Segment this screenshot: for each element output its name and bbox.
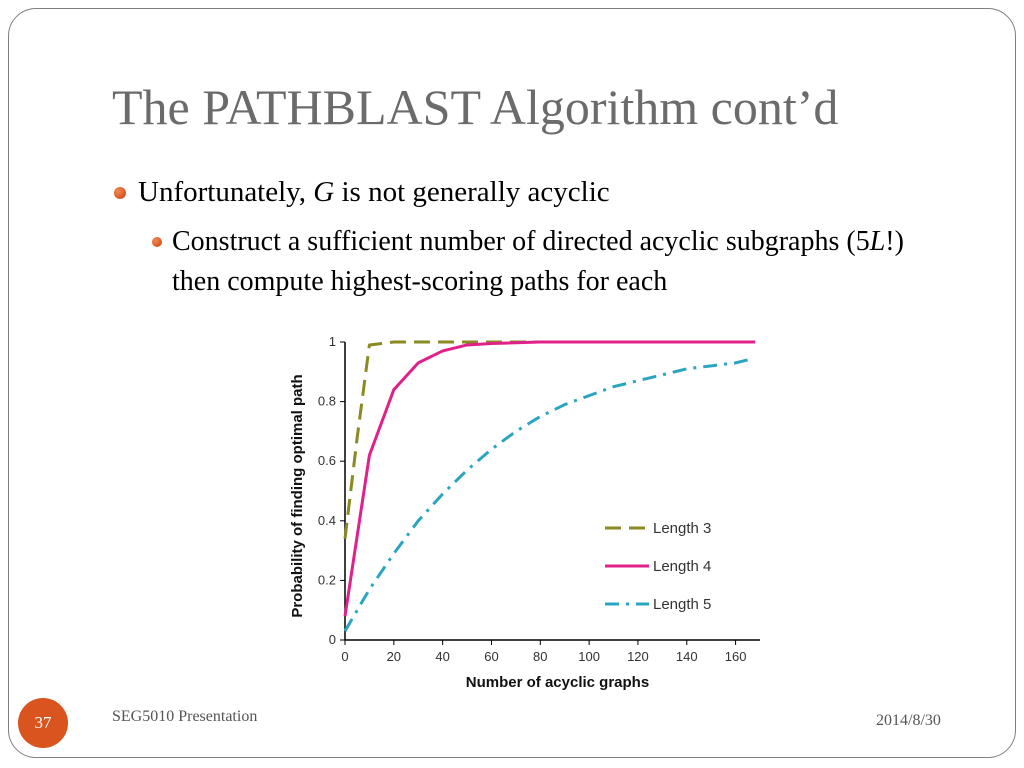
legend-label: Length 4: [653, 558, 711, 575]
footer-date: 2014/8/30: [876, 712, 941, 729]
page-number-badge: 37: [18, 698, 68, 748]
legend-label: Length 5: [653, 596, 711, 613]
sub-bullet-text: Construct a sufficient number of directe…: [172, 222, 950, 302]
legend-label: Length 3: [653, 520, 711, 537]
bullet-text-post: is not generally acyclic: [334, 176, 610, 208]
x-tick-label: 80: [533, 649, 547, 664]
x-tick-label: 120: [627, 649, 649, 664]
x-tick-label: 140: [676, 649, 698, 664]
sub-bullet-text-italic: L: [869, 226, 886, 257]
chart-legend: Length 3 Length 4 Length 5: [605, 520, 711, 613]
series-line-5: [343, 358, 749, 632]
bullet-text: Unfortunately, G is not generally acycli…: [138, 172, 610, 212]
x-tick-label: 20: [387, 649, 401, 664]
x-tick-label: 60: [484, 649, 498, 664]
series-line-4: [343, 340, 756, 617]
sub-bullet-dot-icon: [152, 237, 162, 247]
x-tick-label: 40: [435, 649, 449, 664]
bullet-text-pre: Unfortunately,: [138, 176, 314, 208]
y-tick-label: 0.2: [318, 572, 336, 587]
x-tick-label: 100: [578, 649, 600, 664]
series-lines: [343, 340, 756, 632]
y-tick-label: 0: [329, 632, 336, 647]
probability-chart: 0 20 40 60 80 100 120 140 160 0 0.2 0.4 0.6 0.8 1 Leng…: [280, 326, 770, 696]
sub-bullet-text-post: !) then compute highest-scoring paths fo…: [172, 226, 904, 297]
slide-title: The PATHBLAST Algorithm cont’d: [112, 79, 839, 135]
sub-bullet-text-pre: Construct a sufficient number of directe…: [172, 226, 870, 257]
bullet-text-italic: G: [313, 176, 335, 208]
chart-svg: 0 20 40 60 80 100 120 140 160 0 0.2 0.4 0.6 0.8 1 Leng…: [280, 326, 770, 696]
bullet-dot-icon: [114, 187, 126, 199]
axis-ticks: 0 20 40 60 80 100 120 140 160 0 0.2 0.4 0.6 0.8 1: [318, 334, 747, 664]
x-tick-label: 0: [341, 649, 348, 664]
y-tick-label: 1: [329, 334, 336, 349]
x-axis-label: Number of acyclic graphs: [466, 674, 649, 691]
y-axis-label: Probability of finding optimal path: [289, 374, 306, 617]
y-tick-label: 0.4: [318, 513, 336, 528]
footer-text: SEG5010 Presentation: [112, 708, 258, 725]
bullet-level-1: Unfortunately, G is not generally acycli…: [112, 172, 610, 212]
bullet-level-2: Construct a sufficient number of directe…: [150, 222, 950, 302]
y-tick-label: 0.8: [318, 394, 336, 409]
y-tick-label: 0.6: [318, 453, 336, 468]
x-tick-label: 160: [725, 649, 747, 664]
